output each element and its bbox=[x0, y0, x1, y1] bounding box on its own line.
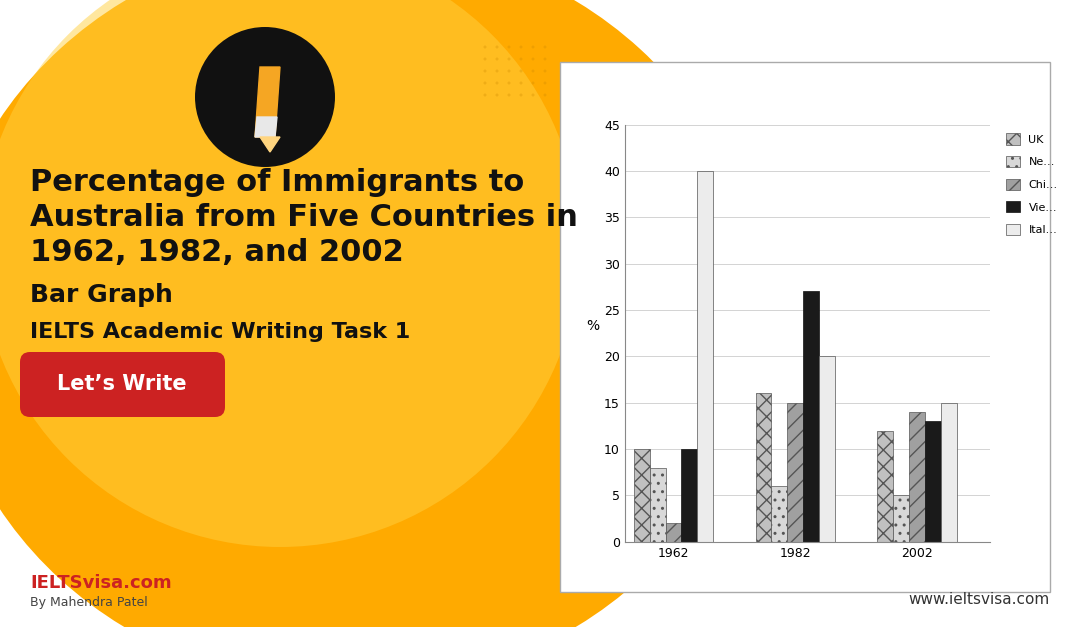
Bar bbox=[909, 412, 924, 542]
Circle shape bbox=[543, 46, 546, 48]
Text: By Mahendra Patel: By Mahendra Patel bbox=[30, 596, 148, 609]
Circle shape bbox=[519, 58, 523, 60]
Bar bbox=[804, 292, 819, 542]
Text: IELTSvisa.com: IELTSvisa.com bbox=[30, 574, 172, 592]
Polygon shape bbox=[255, 67, 280, 137]
Circle shape bbox=[519, 82, 523, 85]
Bar bbox=[650, 468, 665, 542]
Circle shape bbox=[195, 27, 335, 167]
Circle shape bbox=[543, 82, 546, 85]
Bar bbox=[819, 356, 835, 542]
Circle shape bbox=[508, 82, 511, 85]
Circle shape bbox=[531, 82, 535, 85]
Circle shape bbox=[496, 46, 499, 48]
Bar bbox=[877, 431, 893, 542]
Circle shape bbox=[543, 93, 546, 97]
Polygon shape bbox=[255, 117, 276, 137]
Bar bbox=[665, 524, 681, 542]
Circle shape bbox=[484, 46, 486, 48]
Bar bbox=[681, 449, 698, 542]
Circle shape bbox=[543, 70, 546, 73]
FancyBboxPatch shape bbox=[21, 352, 225, 417]
Circle shape bbox=[484, 82, 486, 85]
Circle shape bbox=[531, 93, 535, 97]
Bar bbox=[787, 403, 804, 542]
Circle shape bbox=[519, 70, 523, 73]
Circle shape bbox=[496, 70, 499, 73]
Circle shape bbox=[519, 46, 523, 48]
Circle shape bbox=[531, 70, 535, 73]
Text: Let’s Write: Let’s Write bbox=[57, 374, 187, 394]
Circle shape bbox=[519, 93, 523, 97]
Text: IELTS Academic Writing Task 1: IELTS Academic Writing Task 1 bbox=[30, 322, 410, 342]
Legend: UK, Ne…, Chi…, Vie…, Ital…: UK, Ne…, Chi…, Vie…, Ital… bbox=[1003, 130, 1061, 238]
Bar bbox=[771, 486, 787, 542]
Circle shape bbox=[508, 46, 511, 48]
Circle shape bbox=[484, 58, 486, 60]
Ellipse shape bbox=[0, 0, 580, 547]
Circle shape bbox=[508, 93, 511, 97]
Polygon shape bbox=[260, 137, 280, 152]
Y-axis label: %: % bbox=[586, 319, 599, 333]
Circle shape bbox=[484, 93, 486, 97]
Circle shape bbox=[543, 58, 546, 60]
Circle shape bbox=[496, 82, 499, 85]
Circle shape bbox=[496, 93, 499, 97]
Bar bbox=[924, 421, 941, 542]
Bar bbox=[634, 449, 650, 542]
Ellipse shape bbox=[0, 0, 760, 627]
Circle shape bbox=[496, 58, 499, 60]
Text: www.ieltsvisa.com: www.ieltsvisa.com bbox=[908, 592, 1050, 607]
Circle shape bbox=[508, 70, 511, 73]
Text: 1962, 1982, and 2002: 1962, 1982, and 2002 bbox=[30, 238, 404, 267]
FancyBboxPatch shape bbox=[561, 62, 1050, 592]
Circle shape bbox=[484, 70, 486, 73]
Text: Australia from Five Countries in: Australia from Five Countries in bbox=[30, 203, 578, 232]
Text: Percentage of Immigrants to: Percentage of Immigrants to bbox=[30, 168, 524, 197]
Bar bbox=[698, 171, 713, 542]
Text: Bar Graph: Bar Graph bbox=[30, 283, 173, 307]
Circle shape bbox=[508, 58, 511, 60]
Circle shape bbox=[531, 58, 535, 60]
Bar bbox=[893, 495, 909, 542]
Bar bbox=[941, 403, 957, 542]
Circle shape bbox=[531, 46, 535, 48]
Bar bbox=[756, 394, 771, 542]
